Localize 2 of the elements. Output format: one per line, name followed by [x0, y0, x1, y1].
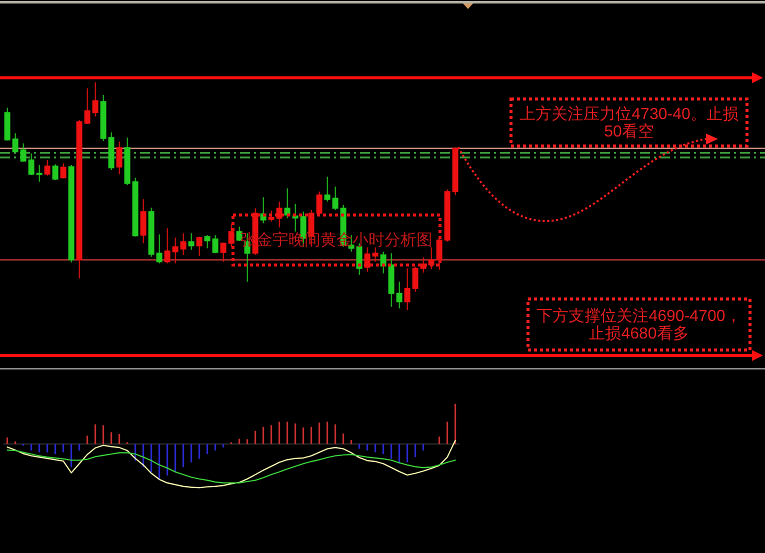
- text: 下方支撑位关注4690-4700，止损4680看多: [536, 306, 742, 342]
- text: 上方关注压力位4730-40。止损50看空: [520, 104, 738, 140]
